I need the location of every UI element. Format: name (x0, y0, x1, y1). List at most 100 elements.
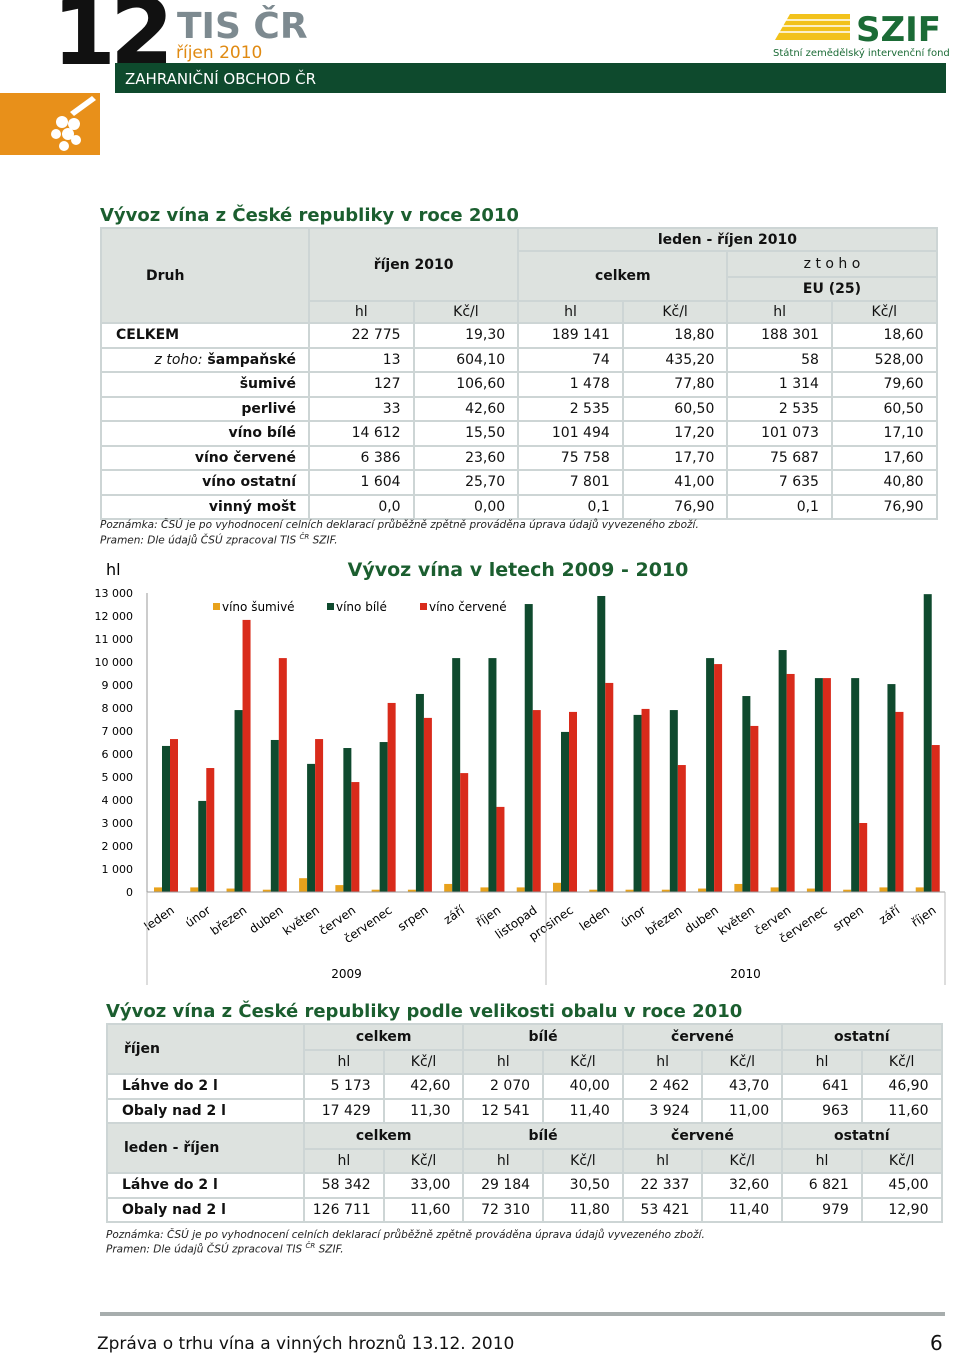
data-row: vinný mošt 0,0 0,00 0,1 76,90 0,1 76,90 (100, 493, 938, 520)
value-cell: 11,40 (701, 1196, 784, 1223)
bar (524, 604, 533, 892)
header-row: celkem z t o h o (101, 250, 938, 302)
header-cell: říjen 2010 (307, 227, 520, 302)
value-cell: 11,00 (701, 1097, 784, 1124)
x-tick-label: duben (247, 903, 286, 936)
value-cell: 25,70 (412, 469, 520, 496)
value-cell: 72 310 (462, 1196, 545, 1223)
bar (371, 889, 380, 892)
bar (516, 887, 525, 892)
value-cell: 18,60 (830, 322, 938, 349)
header-row: hl Kč/l hl Kč/l hl Kč/l hl Kč/l (107, 1049, 943, 1075)
page-number: 6 (930, 1331, 943, 1355)
bar (335, 885, 344, 892)
value-cell: 29 184 (462, 1172, 545, 1199)
value-cell: 101 073 (726, 420, 833, 447)
y-tick-label: 5 000 (102, 771, 134, 784)
bar (750, 725, 759, 892)
bar (605, 682, 614, 892)
unit-cell: Kč/l (621, 300, 729, 324)
value-cell: 11,60 (382, 1196, 465, 1223)
chart: hl Vývoz vína v letech 2009 - 2010 0 1 00… (95, 559, 946, 985)
bar (923, 594, 932, 892)
value-cell: 528,00 (830, 346, 938, 373)
row-label: vinný mošt (100, 493, 310, 520)
unit-cell: hl (462, 1049, 545, 1075)
x-tick-label: říjen (909, 903, 939, 930)
bar (633, 714, 642, 892)
table1-title: Vývoz vína z České republiky v roce 2010 (100, 205, 519, 226)
unit-cell: Kč/l (830, 300, 938, 324)
value-cell: 45,00 (860, 1172, 943, 1199)
unit-cell: Kč/l (382, 1148, 465, 1174)
row-label: Obaly nad 2 l (106, 1097, 305, 1124)
group-cell: bílé (462, 1023, 624, 1051)
data-row: perlivé 33 42,60 2 535 60,50 2 535 60,50 (100, 395, 938, 422)
value-cell: 0,1 (726, 493, 833, 520)
value-cell: 7 635 (726, 469, 833, 496)
data-row: víno ostatní 1 604 25,70 7 801 41,00 7 635 40,… (100, 469, 938, 496)
unit-cell: Kč/l (860, 1148, 943, 1174)
value-cell: 41,00 (621, 469, 729, 496)
value-cell: 7 801 (517, 469, 624, 496)
bar (480, 887, 489, 892)
data-row: šumivé 127 106,60 1 478 77,80 1 314 79,60 (100, 371, 938, 398)
value-cell: 75 687 (726, 444, 833, 471)
table2: říjen celkem bílé červené ostatní hl Kč/l hl Kč/… (106, 1023, 943, 1223)
value-cell: 17,20 (621, 420, 729, 447)
table2-source: Pramen: Dle údajů ČSÚ zpracoval TIS ČR S… (106, 1242, 344, 1256)
data-row: Obaly nad 2 l 17 429 11,30 12 541 11,40 3 924… (106, 1097, 943, 1124)
value-cell: 17,70 (621, 444, 729, 471)
data-row: víno červené 6 386 23,60 75 758 17,70 75 687 1… (100, 444, 938, 471)
row-label: víno bílé (100, 420, 310, 447)
header-bar (115, 63, 946, 93)
bar (786, 673, 795, 892)
value-cell: 11,40 (542, 1097, 624, 1124)
source-sup: ČR (305, 1242, 316, 1250)
footer-text: Zpráva o trhu vína a vinných hroznů 13.1… (97, 1334, 515, 1354)
value-cell: 33 (308, 395, 415, 422)
source-text: Pramen: Dle údajů ČSÚ zpracoval TIS (106, 1243, 303, 1256)
bar (452, 658, 461, 892)
row-label-text: víno ostatní (202, 474, 296, 491)
row-label: Láhve do 2 l (106, 1172, 305, 1199)
header-cell: Druh (100, 227, 310, 324)
value-cell: 30,50 (542, 1172, 624, 1199)
value-cell: 0,0 (308, 493, 415, 520)
value-cell: 2 535 (726, 395, 833, 422)
row-label: Obaly nad 2 l (106, 1196, 305, 1223)
row-label: z toho: šampaňské (100, 346, 310, 373)
unit-cell: hl (517, 300, 624, 324)
unit-cell: hl (308, 300, 415, 324)
section-label: říjen (106, 1023, 305, 1075)
unit-cell: hl (462, 1148, 545, 1174)
value-cell: 2 070 (462, 1073, 545, 1100)
row-label: šumivé (100, 371, 310, 398)
bar (532, 710, 541, 892)
bar (415, 693, 424, 892)
y-tick-label: 10 000 (95, 656, 134, 669)
header-row: EU (25) (101, 276, 938, 302)
bar (242, 619, 251, 892)
bar (387, 702, 396, 892)
value-cell: 60,50 (621, 395, 729, 422)
bar (299, 878, 308, 892)
value-cell: 19,30 (412, 322, 520, 349)
value-cell: 15,50 (412, 420, 520, 447)
bar (206, 768, 215, 892)
value-cell: 42,60 (382, 1073, 465, 1100)
unit-cell: Kč/l (860, 1049, 943, 1075)
bar (278, 658, 287, 892)
bar (198, 800, 207, 892)
row-label: perlivé (100, 395, 310, 422)
group-cell: ostatní (781, 1122, 943, 1150)
data-row: víno bílé 14 612 15,50 101 494 17,20 101 073 1… (100, 420, 938, 447)
section-label: leden - říjen (106, 1122, 305, 1174)
bar (154, 887, 162, 892)
issue: říjen 2010 (176, 43, 262, 63)
y-tick-label: 9 000 (102, 679, 134, 692)
value-cell: 189 141 (517, 322, 624, 349)
value-cell: 435,20 (621, 346, 729, 373)
legend-swatch (327, 603, 334, 610)
